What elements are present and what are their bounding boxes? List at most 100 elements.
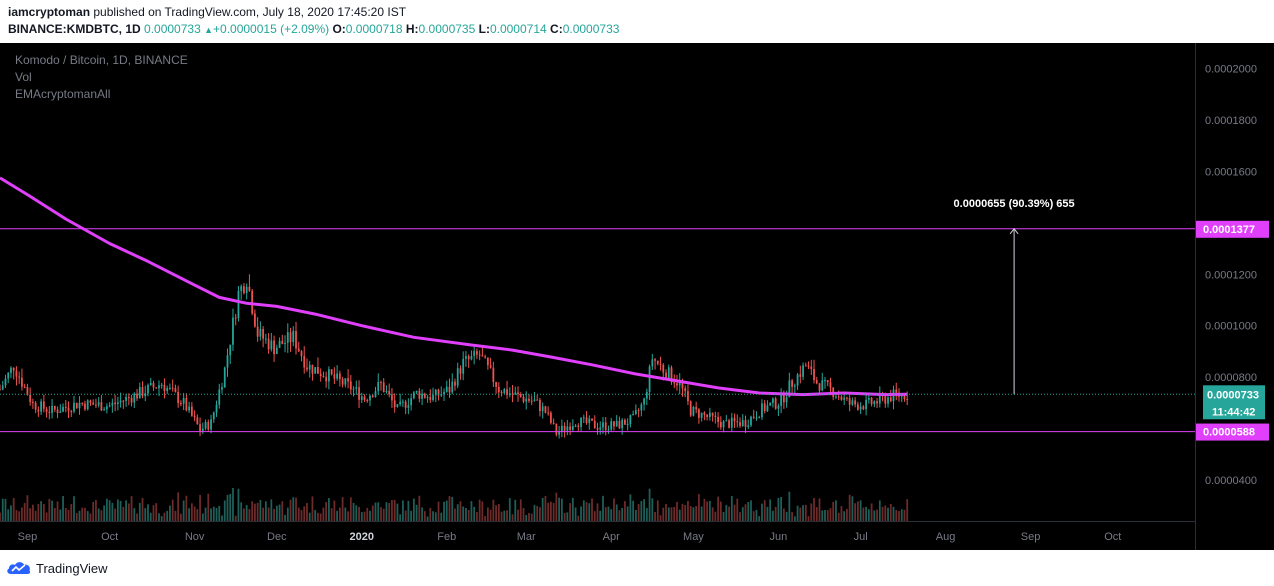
volume-bar xyxy=(264,501,267,521)
candle-body xyxy=(336,373,339,379)
volume-bar xyxy=(333,500,336,521)
volume-bar xyxy=(56,501,59,521)
volume-bar xyxy=(560,498,563,521)
change-value: +0.0000015 (+2.09%) xyxy=(213,22,330,36)
volume-bar xyxy=(544,496,547,521)
volume-bar xyxy=(793,516,796,521)
resistance-tag-label: 0.0001377 xyxy=(1203,224,1255,236)
volume-bar xyxy=(613,498,615,521)
candle-body xyxy=(437,389,440,396)
x-tick-label: Feb xyxy=(437,531,456,543)
candle-body xyxy=(867,397,870,400)
candle-body xyxy=(89,400,92,403)
candle-body xyxy=(547,412,550,414)
volume-bar xyxy=(826,510,829,521)
candle-body xyxy=(355,387,358,389)
candle-body xyxy=(514,392,517,395)
legend-vol[interactable]: Vol xyxy=(15,70,32,84)
legend-symbol[interactable]: Komodo / Bitcoin, 1D, BINANCE xyxy=(15,53,188,67)
volume-bar xyxy=(163,512,166,521)
candle-body xyxy=(530,400,533,402)
volume-bar xyxy=(18,511,21,521)
candle-body xyxy=(673,382,676,384)
price-axis[interactable]: 0.0002000 0.0001800 0.0001600 0.0001200 0.00… xyxy=(1205,64,1257,487)
candle-body xyxy=(676,383,678,386)
candle-body xyxy=(445,386,448,392)
volume-bar xyxy=(692,507,695,521)
candle-body xyxy=(429,397,432,400)
volume-bar xyxy=(402,500,404,521)
candle-body xyxy=(212,412,215,420)
volume-bar xyxy=(385,502,388,521)
volume-bar xyxy=(634,509,637,521)
volume-bar xyxy=(355,505,358,521)
candle-body xyxy=(426,397,429,399)
candles xyxy=(0,274,909,439)
candle-body xyxy=(473,351,476,356)
candle-body xyxy=(670,367,673,383)
candle-body xyxy=(728,420,730,428)
candle-body xyxy=(243,286,245,293)
candle-body xyxy=(314,367,317,374)
volume-bar xyxy=(26,495,29,521)
candle-body xyxy=(245,286,248,293)
volume-bar xyxy=(462,506,465,521)
candle-body xyxy=(791,380,793,387)
volume-bar xyxy=(695,506,698,521)
author-name[interactable]: iamcryptoman xyxy=(8,5,91,19)
candle-body xyxy=(761,403,763,418)
candle-body xyxy=(837,396,840,398)
candle-body xyxy=(86,400,89,410)
volume-bar xyxy=(456,504,459,521)
volume-bar xyxy=(574,507,577,521)
volume-bar xyxy=(618,510,621,521)
candle-body xyxy=(856,404,859,410)
plot-background xyxy=(0,43,1274,550)
candle-body xyxy=(889,397,892,402)
candle-body xyxy=(349,381,352,390)
candle-body xyxy=(750,416,752,426)
volume-bar xyxy=(73,496,75,521)
candle-body xyxy=(654,359,656,361)
volume-bar xyxy=(862,507,865,521)
candle-body xyxy=(177,391,180,404)
projection-label: 0.0000655 (90.39%) 655 xyxy=(954,198,1075,210)
candle-body xyxy=(23,386,26,388)
candle-body xyxy=(377,381,380,392)
candle-body xyxy=(352,388,355,390)
candle-body xyxy=(470,355,473,360)
candle-body xyxy=(201,428,204,432)
volume-bar xyxy=(21,507,23,521)
candle-body xyxy=(171,387,174,389)
legend-ema[interactable]: EMAcryptomanAll xyxy=(15,87,110,101)
volume-bar xyxy=(859,500,862,521)
candle-body xyxy=(484,356,487,358)
candle-body xyxy=(114,402,117,405)
candle-body xyxy=(369,395,371,401)
tradingview-logo[interactable]: TradingView xyxy=(6,558,108,578)
time-axis[interactable]: Sep Oct Nov Dec 2020 Feb Mar Apr May Jun Jul Aug Sep… xyxy=(18,531,1122,543)
volume-bar xyxy=(193,506,196,521)
volume-bar xyxy=(349,497,352,521)
candle-body xyxy=(59,411,62,413)
candle-body xyxy=(0,389,1,391)
price-chart[interactable]: 0.0000655 (90.39%) 655 Komodo / Bitcoin,… xyxy=(0,43,1274,550)
volume-bar xyxy=(835,500,837,521)
volume-bar xyxy=(848,494,851,521)
publish-text: published on TradingView.com, July 18, 2… xyxy=(93,5,407,19)
candle-body xyxy=(634,410,637,414)
volume-bar xyxy=(533,504,536,521)
candle-body xyxy=(133,393,136,403)
candle-body xyxy=(440,394,443,396)
volume-bar xyxy=(519,499,522,521)
candle-body xyxy=(347,378,349,382)
volume-bar xyxy=(602,495,604,521)
candle-body xyxy=(185,398,188,411)
candle-body xyxy=(667,367,670,380)
volume-bar xyxy=(514,499,517,521)
x-tick-label: Jul xyxy=(854,531,868,543)
volume-bar xyxy=(719,501,722,521)
candle-body xyxy=(766,405,769,412)
y-tick-label: 0.0001200 xyxy=(1205,269,1257,281)
volume-bar xyxy=(648,488,651,521)
